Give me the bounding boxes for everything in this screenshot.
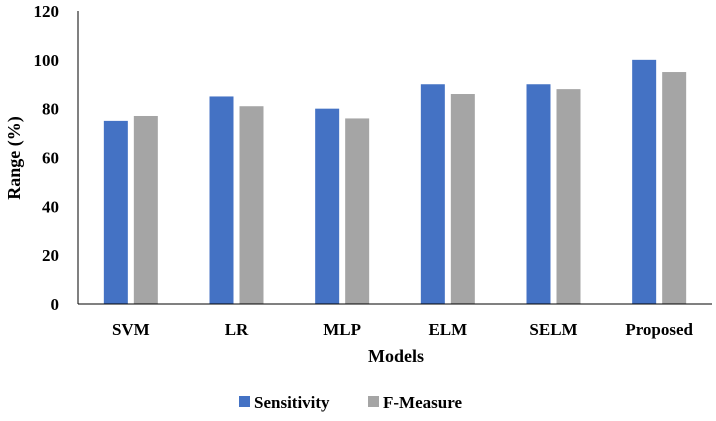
bar-sensitivity-proposed (632, 59, 657, 305)
bar-sensitivity-lr (209, 96, 234, 304)
legend: Sensitivity F-Measure (239, 393, 462, 412)
legend-swatch-f-measure (368, 396, 379, 407)
bar-sensitivity-mlp (315, 108, 340, 305)
legend-label: Sensitivity (254, 393, 330, 412)
bar-sensitivity-svm (103, 120, 128, 304)
bar-f-measure-elm (450, 94, 475, 305)
x-category-label: Proposed (625, 320, 693, 339)
x-category-label: LR (225, 320, 249, 339)
bar-f-measure-lr (239, 106, 264, 304)
y-tick-label: 120 (34, 2, 60, 21)
x-category-label: SVM (112, 320, 150, 339)
x-category-label: SELM (529, 320, 577, 339)
y-axis-title: Range (%) (4, 116, 25, 200)
bar-f-measure-mlp (345, 118, 370, 304)
bars (103, 59, 687, 305)
x-category-label: MLP (323, 320, 361, 339)
bar-f-measure-svm (133, 115, 158, 304)
bar-f-measure-proposed (662, 72, 687, 305)
y-axis-ticks: 0 20 40 60 80 100 120 (34, 2, 60, 314)
y-tick-label: 80 (42, 100, 59, 119)
legend-label: F-Measure (383, 393, 462, 412)
bar-sensitivity-selm (526, 84, 551, 304)
y-tick-label: 100 (34, 51, 60, 70)
bar-f-measure-selm (556, 89, 581, 304)
bar-sensitivity-elm (420, 84, 445, 304)
x-axis-category-labels: SVM LR MLP ELM SELM Proposed (112, 320, 694, 339)
y-tick-label: 60 (42, 149, 59, 168)
y-tick-label: 0 (51, 295, 60, 314)
y-tick-label: 40 (42, 197, 59, 216)
y-tick-label: 20 (42, 246, 59, 265)
legend-swatch-sensitivity (239, 396, 250, 407)
x-axis-title: Models (368, 346, 424, 366)
x-category-label: ELM (428, 320, 467, 339)
